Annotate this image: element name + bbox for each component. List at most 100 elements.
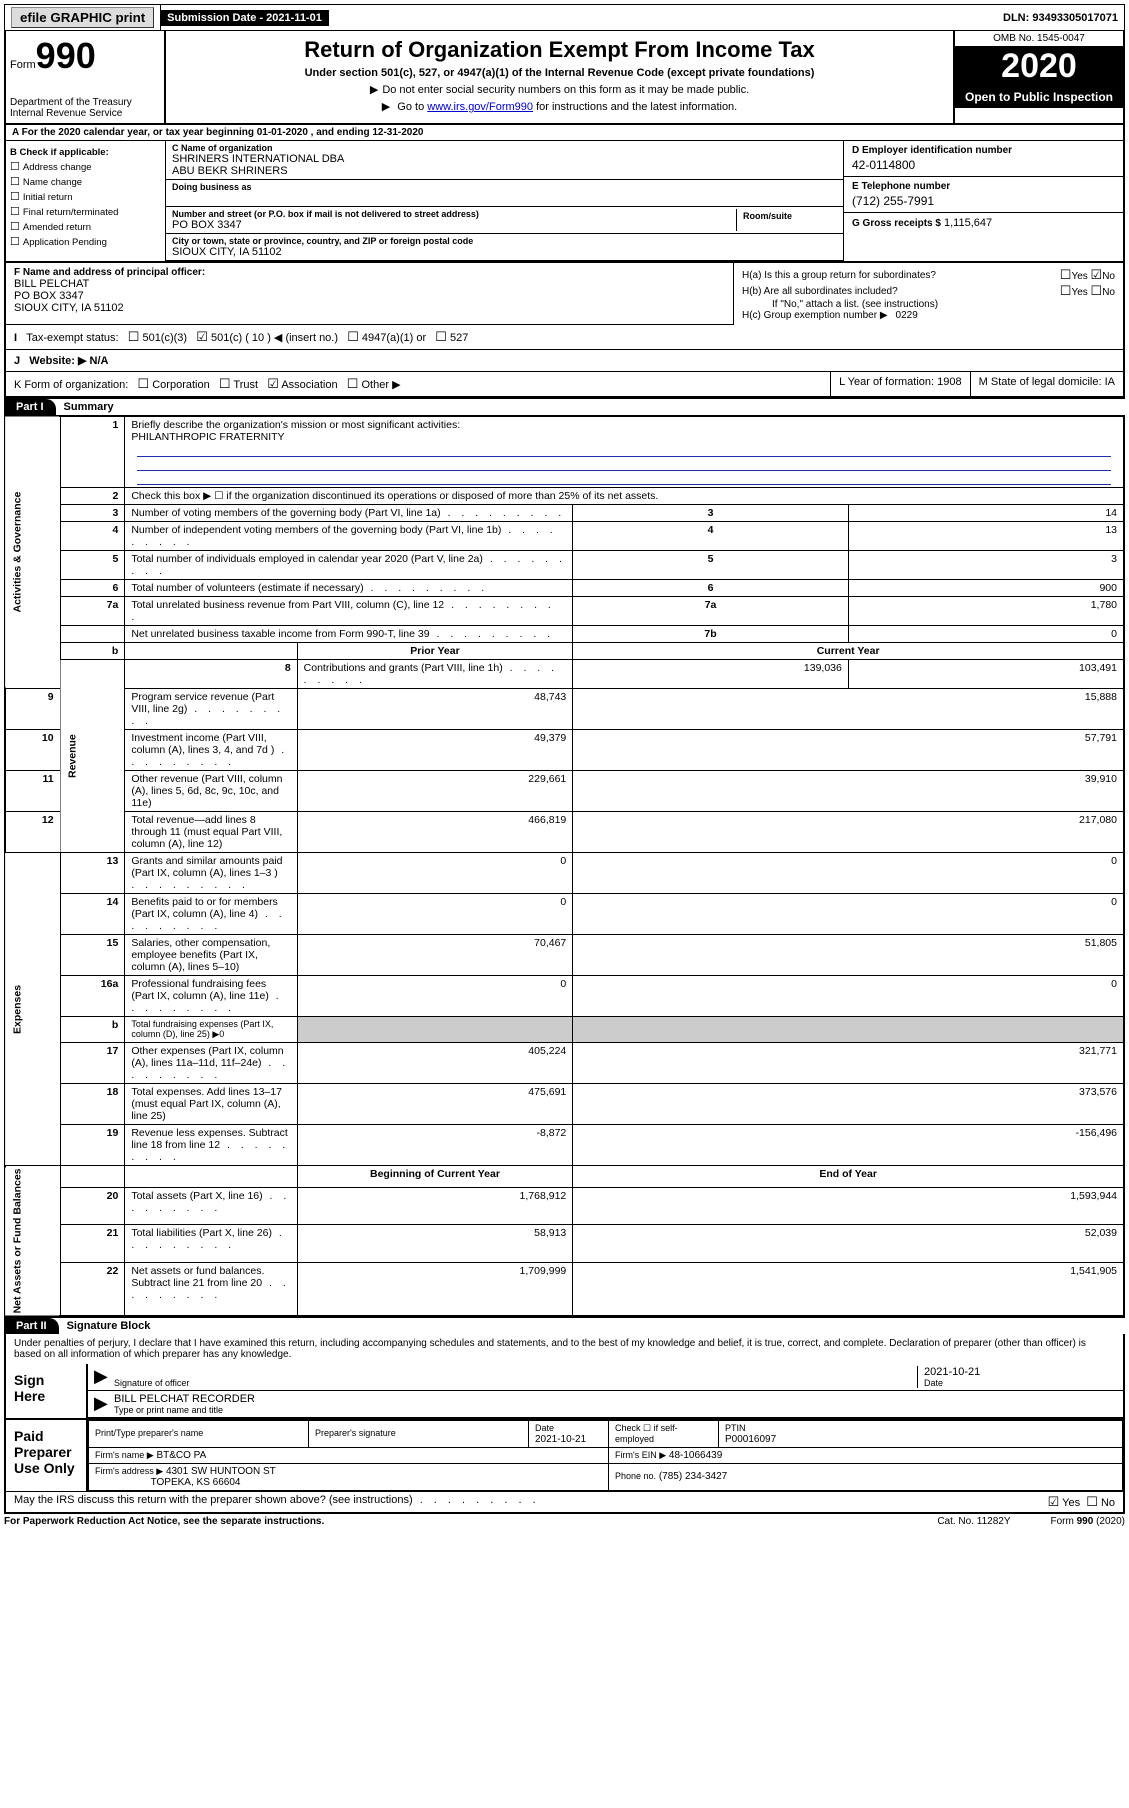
signature-section: Under penalties of perjury, I declare th… [4,1334,1125,1514]
addr-label: Number and street (or P.O. box if mail i… [172,209,736,219]
chk-name-change[interactable]: Name change [10,175,161,188]
instruction-ssn: Do not enter social security numbers on … [172,83,947,96]
arrow-icon: ▶ [94,1366,114,1388]
chk-address-change[interactable]: Address change [10,160,161,173]
vert-netassets: Net Assets or Fund Balances [5,1166,60,1316]
chk-4947[interactable] [347,332,359,344]
hb-no[interactable] [1091,287,1103,298]
submission-date: Submission Date - 2021-11-01 [161,10,329,26]
discuss-no[interactable] [1086,1497,1098,1509]
val-line22: 1,541,905 [573,1262,1124,1316]
section-j: J Website: ▶ N/A [4,350,1125,372]
val-line10: 57,791 [573,730,1124,771]
officer-sig-date: 2021-10-21 [924,1366,1117,1378]
vert-revenue: Revenue [60,660,125,853]
cat-number: Cat. No. 11282Y [937,1516,1010,1527]
year-formation: 1908 [937,376,961,388]
irs-link[interactable]: www.irs.gov/Form990 [427,101,533,113]
gross-value: 1,115,647 [944,217,992,229]
section-i: I Tax-exempt status: 501(c)(3) 501(c) ( … [4,325,1125,350]
part2-bar: Part II Signature Block [4,1317,1125,1334]
ha-yes[interactable] [1060,271,1072,282]
val-line9: 15,888 [573,689,1124,730]
prep-date: 2021-10-21 [535,1434,586,1445]
chk-assoc[interactable] [267,379,279,391]
chk-527[interactable] [435,332,447,344]
chk-amended-return[interactable]: Amended return [10,220,161,233]
val-line21: 52,039 [573,1225,1124,1262]
pra-notice: For Paperwork Reduction Act Notice, see … [4,1516,324,1527]
chk-final-return[interactable]: Final return/terminated [10,205,161,218]
val-line8: 103,491 [848,660,1124,689]
org-name-label: C Name of organization [172,143,837,153]
part2-title: Signature Block [59,1318,159,1334]
summary-table: Activities & Governance 1 Briefly descri… [4,415,1125,1317]
form-number: 990 [36,35,96,76]
instruction-link: Go to www.irs.gov/Form990 for instructio… [172,100,947,113]
val-line7a: 1,780 [848,597,1124,626]
section-b-c-d: B Check if applicable: Address change Na… [4,141,1125,263]
discuss-yes[interactable] [1048,1497,1060,1509]
part2-header: Part II [4,1318,59,1334]
line-a-tax-year: A For the 2020 calendar year, or tax yea… [4,125,1125,141]
sign-here-label: Sign Here [6,1364,86,1418]
page-footer: For Paperwork Reduction Act Notice, see … [4,1514,1125,1529]
part1-bar: Part I Summary [4,398,1125,415]
vert-governance: Activities & Governance [5,416,60,689]
department-label: Department of the Treasury Internal Reve… [10,97,160,119]
chk-other[interactable] [347,379,359,391]
officer-label: F Name and address of principal officer: [14,267,725,278]
part1-title: Summary [56,399,122,415]
column-c: C Name of organization SHRINERS INTERNAT… [166,141,843,261]
form-title: Return of Organization Exempt From Incom… [172,37,947,63]
org-name: SHRINERS INTERNATIONAL DBA ABU BEKR SHRI… [172,153,837,177]
state-domicile: IA [1105,376,1115,388]
val-line11: 39,910 [573,771,1124,812]
room-label: Room/suite [743,211,831,221]
ha-no[interactable] [1091,271,1103,282]
officer-addr1: PO BOX 3347 [14,290,725,302]
val-line13: 0 [573,853,1124,894]
part1-header: Part I [4,399,56,415]
top-bar: efile GRAPHIC print Submission Date - 20… [4,4,1125,31]
form-footer: Form 990 (2020) [1051,1516,1125,1527]
section-k: K Form of organization: Corporation Trus… [4,372,1125,398]
val-line15: 51,805 [573,935,1124,976]
chk-corp[interactable] [138,379,150,391]
chk-501c[interactable] [196,332,208,344]
efile-print-button[interactable]: efile GRAPHIC print [11,7,154,28]
val-line16a: 0 [573,976,1124,1017]
val-line12: 217,080 [573,812,1124,853]
val-line4: 13 [848,522,1124,551]
officer-addr2: SIOUX CITY, IA 51102 [14,302,725,314]
vert-expenses: Expenses [5,853,60,1166]
chk-initial-return[interactable]: Initial return [10,190,161,203]
dba-label: Doing business as [172,182,837,192]
officer-name: BILL PELCHAT [14,278,725,290]
firm-name: BT&CO PA [156,1450,206,1461]
chk-application-pending[interactable]: Application Pending [10,235,161,248]
ein-label: D Employer identification number [852,145,1115,156]
hb-yes[interactable] [1060,287,1072,298]
chk-501c3[interactable] [128,332,140,344]
gross-label: G Gross receipts $ [852,218,941,229]
ein-value: 42-0114800 [852,158,1115,172]
form-subtitle: Under section 501(c), 527, or 4947(a)(1)… [172,67,947,79]
chk-trust[interactable] [219,379,231,391]
val-line18: 373,576 [573,1084,1124,1125]
val-line20: 1,593,944 [573,1187,1124,1224]
hc-value: 0229 [896,310,918,321]
ptin-value: P00016097 [725,1434,776,1445]
website-value: N/A [90,355,109,367]
val-line5: 3 [848,551,1124,580]
declaration-text: Under penalties of perjury, I declare th… [6,1334,1123,1364]
val-line17: 321,771 [573,1043,1124,1084]
mission-text: PHILANTHROPIC FRATERNITY [131,431,284,443]
column-b: B Check if applicable: Address change Na… [6,141,166,261]
section-f-h: F Name and address of principal officer:… [4,263,1125,325]
dln-number: DLN: 93493305017071 [997,10,1124,26]
officer-printed-name: BILL PELCHAT RECORDER [114,1393,1117,1405]
hc-label: H(c) Group exemption number ▶ [742,310,888,321]
val-line14: 0 [573,894,1124,935]
firm-addr2: TOPEKA, KS 66604 [151,1477,241,1488]
